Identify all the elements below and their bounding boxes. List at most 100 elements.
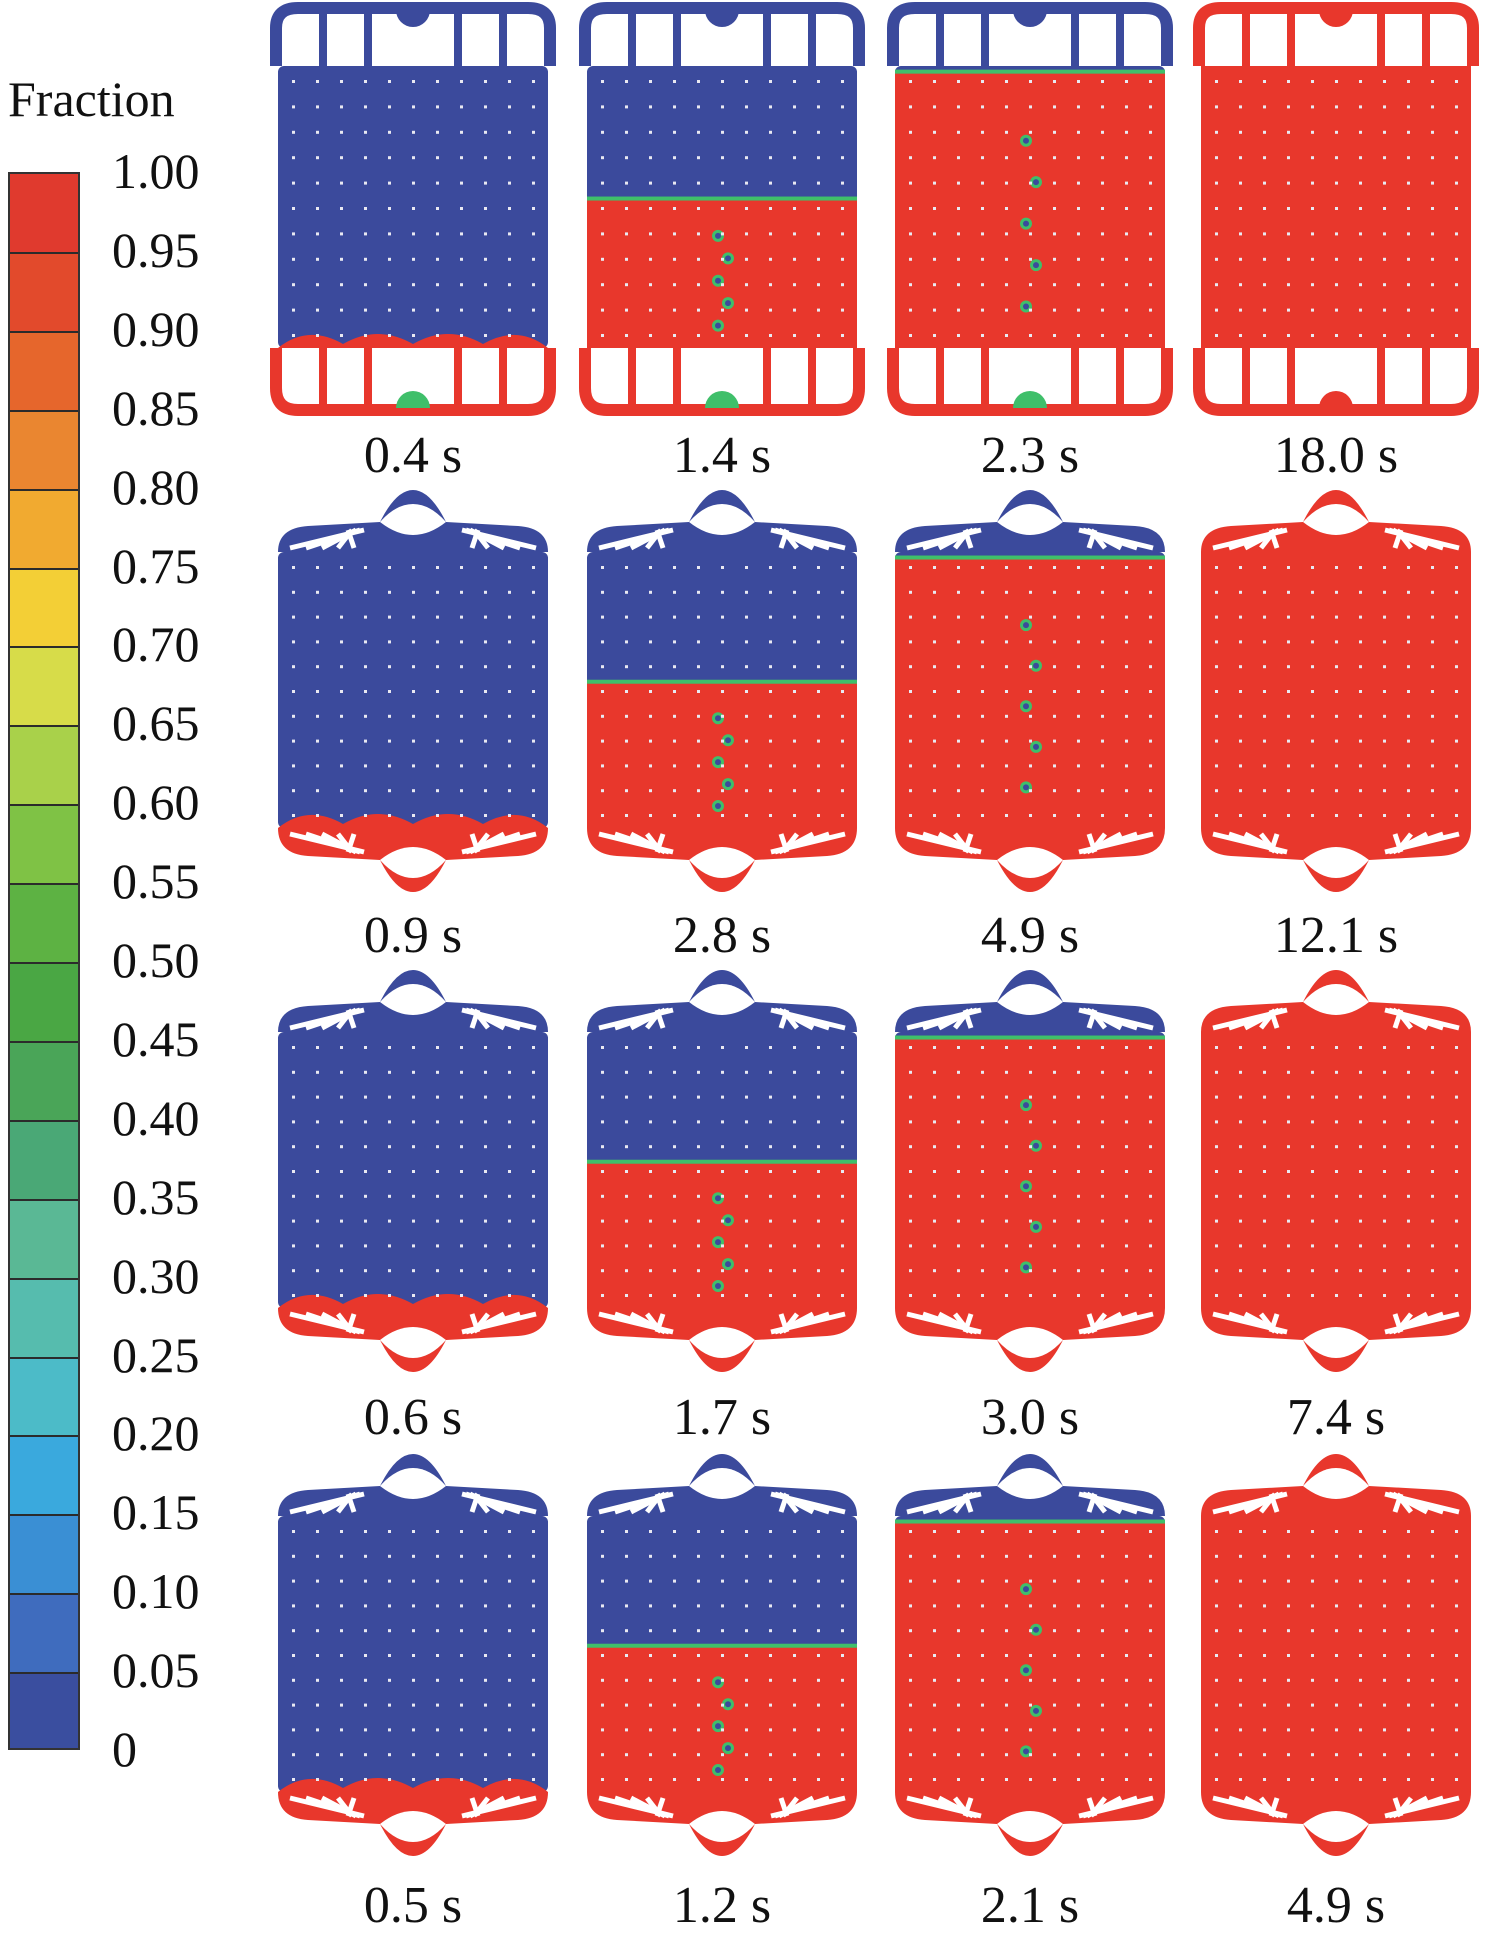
time-label: 18.0 s — [1273, 427, 1399, 484]
top-manifold — [1201, 490, 1471, 552]
bottom-manifold — [895, 1308, 1165, 1372]
colorbar-tick — [10, 1119, 78, 1122]
free-surface — [895, 555, 1165, 560]
free-surface — [895, 69, 1165, 74]
bottom-manifold — [278, 1792, 548, 1856]
colorbar-tick — [10, 409, 78, 412]
colorbar-band — [10, 1199, 78, 1280]
top-manifold — [1193, 1, 1479, 66]
rising-bubbles — [712, 1676, 734, 1777]
rising-bubbles — [712, 712, 734, 813]
time-label: 4.9 s — [980, 907, 1080, 964]
colorbar-band — [10, 331, 78, 412]
colorbar-tick — [10, 1040, 78, 1043]
colorbar-band — [10, 647, 78, 728]
colorbar-tick-label: 0.40 — [112, 1089, 200, 1146]
panel-r2-c1 — [268, 482, 558, 902]
colorbar-tick-label: 0.65 — [112, 695, 200, 752]
time-label: 0.9 s — [363, 907, 463, 964]
colorbar-band — [10, 1515, 78, 1596]
pin-grid — [601, 1530, 844, 1781]
colorbar-band — [10, 963, 78, 1043]
pin-grid — [1215, 80, 1458, 337]
colorbar-tick-label: 0.50 — [112, 932, 200, 988]
colorbar-band — [10, 1673, 78, 1748]
colorbar-band — [10, 1357, 78, 1438]
colorbar-band — [10, 884, 78, 964]
colorbar-tick — [10, 883, 78, 886]
bottom-manifold — [587, 1308, 857, 1372]
bottom-manifold — [1201, 1308, 1471, 1372]
colorbar-tick-label: 0.35 — [112, 1168, 200, 1225]
colorbar — [8, 172, 80, 1750]
bottom-manifold — [579, 348, 865, 416]
top-manifold — [1201, 1454, 1471, 1516]
bottom-manifold — [895, 1792, 1165, 1856]
bottom-manifold — [270, 348, 556, 416]
colorbar-tick-label: 0.20 — [112, 1405, 200, 1462]
free-surface — [587, 1159, 857, 1164]
inflow-front — [278, 334, 548, 348]
rising-bubbles — [1020, 1099, 1042, 1274]
panel-r2-c2 — [577, 482, 867, 902]
colorbar-band — [10, 1278, 78, 1359]
time-label: 7.4 s — [1286, 1389, 1386, 1446]
colorbar-band — [10, 1041, 78, 1122]
panel-r4-c4 — [1191, 1446, 1481, 1866]
colorbar-tick-label: 1.00 — [112, 143, 200, 199]
time-label: 2.8 s — [672, 907, 772, 964]
pin-grid — [292, 1530, 535, 1781]
bottom-manifold — [587, 828, 857, 892]
colorbar-tick-label: 0 — [112, 1721, 137, 1777]
panel-r1-c2 — [577, 0, 867, 420]
pin-grid — [601, 80, 844, 337]
colorbar-tick-label: 0.85 — [112, 379, 200, 436]
time-label: 12.1 s — [1273, 907, 1399, 964]
bottom-manifold — [587, 1792, 857, 1856]
colorbar-tick — [10, 1277, 78, 1280]
colorbar-tick — [10, 1672, 78, 1675]
top-manifold — [587, 1454, 857, 1516]
top-manifold — [579, 1, 865, 66]
colorbar-tick — [10, 567, 78, 570]
rising-bubbles — [712, 1192, 734, 1293]
time-label: 0.4 s — [363, 427, 463, 484]
panel-r1-c3 — [885, 0, 1175, 420]
pin-grid — [292, 1046, 535, 1297]
time-label: 2.1 s — [980, 1877, 1080, 1934]
bottom-manifold — [278, 828, 548, 892]
time-label: 1.4 s — [672, 427, 772, 484]
colorbar-band — [10, 410, 78, 491]
time-label: 2.3 s — [980, 427, 1080, 484]
top-manifold — [278, 970, 548, 1032]
colorbar-tick — [10, 1435, 78, 1438]
colorbar-tick — [10, 725, 78, 728]
panel-r1-c4 — [1191, 0, 1481, 420]
colorbar-tick-label: 0.30 — [112, 1247, 200, 1304]
panel-r1-c1 — [268, 0, 558, 420]
time-label: 0.5 s — [363, 1877, 463, 1934]
bottom-manifold — [1201, 828, 1471, 892]
colorbar-band — [10, 805, 78, 886]
top-manifold — [887, 1, 1173, 66]
pin-grid — [909, 566, 1152, 817]
top-manifold — [587, 490, 857, 552]
time-label: 3.0 s — [980, 1389, 1080, 1446]
bottom-manifold — [278, 1308, 548, 1372]
inflow-front — [278, 1778, 548, 1792]
colorbar-tick — [10, 1593, 78, 1596]
panel-r3-c1 — [268, 962, 558, 1382]
colorbar-tick-label: 0.95 — [112, 221, 200, 278]
colorbar-tick-label: 0.10 — [112, 1563, 200, 1620]
pin-grid — [1215, 1530, 1458, 1781]
colorbar-tick-label: 0.60 — [112, 774, 200, 831]
time-label: 1.7 s — [672, 1389, 772, 1446]
panel-r4-c2 — [577, 1446, 867, 1866]
colorbar-band — [10, 174, 78, 254]
top-manifold — [895, 1454, 1165, 1516]
panel-r3-c4 — [1191, 962, 1481, 1382]
colorbar-tick — [10, 962, 78, 964]
pin-grid — [1215, 566, 1458, 817]
time-label: 0.6 s — [363, 1389, 463, 1446]
panel-r2-c4 — [1191, 482, 1481, 902]
